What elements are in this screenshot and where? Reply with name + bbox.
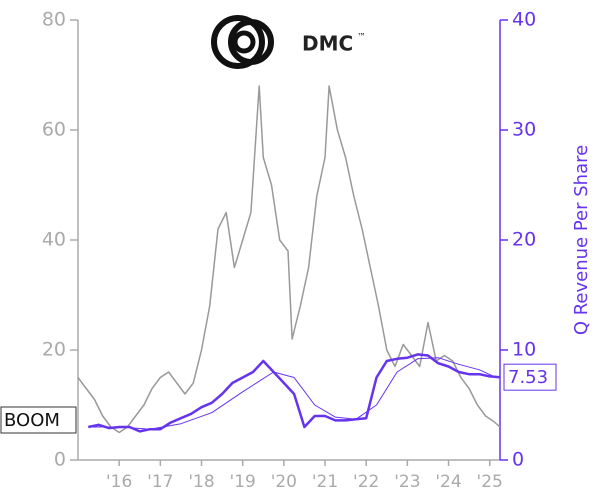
x-tick-label: '23: [394, 472, 420, 492]
y-tick-label: 80: [42, 9, 66, 31]
x-tick-label: '21: [312, 472, 338, 492]
logo-ring: [232, 30, 256, 54]
logo-ring: [211, 15, 265, 69]
y2-tick-label: 30: [512, 119, 536, 141]
logo-mark: ™: [357, 33, 366, 43]
y-tick-label: 60: [42, 119, 66, 141]
ticker-label: BOOM: [4, 410, 60, 431]
ticker-box: [0, 406, 77, 434]
x-tick-label: '22: [353, 472, 379, 492]
logo: DMC ™: [211, 15, 366, 69]
y2-tick-label: 20: [512, 229, 536, 251]
logo-text: DMC: [302, 32, 353, 56]
y2-tick-label: 0: [512, 449, 524, 471]
y2-tick-label: 40: [512, 9, 536, 31]
last-value-label: 7.53: [508, 367, 548, 388]
x-tick-label: '18: [188, 472, 214, 492]
x-tick-label: '25: [477, 472, 503, 492]
x-tick-label: '24: [435, 472, 461, 492]
y2-axis-label: Q Revenue Per Share: [571, 145, 592, 335]
series-line: [88, 357, 495, 430]
y2-tick-label: 10: [512, 339, 536, 361]
y-tick-label: 20: [42, 339, 66, 361]
x-tick-label: '16: [106, 472, 132, 492]
x-tick-label: '20: [271, 472, 297, 492]
x-tick-label: '19: [230, 472, 256, 492]
last-value-box: [503, 363, 557, 391]
y-tick-label: 0: [54, 449, 66, 471]
series-line: [77, 85, 501, 434]
logo-ring: [228, 19, 274, 65]
y-tick-label: 40: [42, 229, 66, 251]
x-tick-label: '17: [147, 472, 173, 492]
